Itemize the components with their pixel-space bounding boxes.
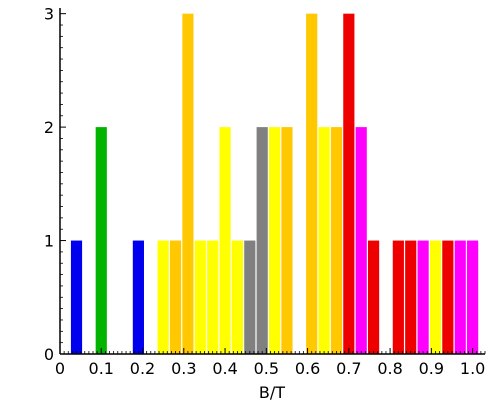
bar-8 [219,127,231,354]
x-tick-label: 0 [55,359,65,378]
bar-11 [256,127,268,354]
y-tick-label: 1 [44,232,54,251]
x-tick-label: 0.1 [89,359,114,378]
bar-0 [70,240,83,354]
x-tick-label: 0.7 [336,359,361,378]
bar-4 [169,240,182,354]
bar-6 [194,240,206,354]
bar-14 [306,13,318,354]
y-tick-label: 2 [44,118,54,137]
bar-26 [467,240,479,354]
bar-10 [244,240,256,354]
bar-13 [281,127,293,354]
bar-17 [343,13,355,354]
x-tick-label: 0.5 [254,359,279,378]
y-tick-label: 0 [44,345,54,364]
bar-24 [442,240,454,354]
tick-labels-group: 0 0.1 0.2 0.3 0.4 0.5 0.6 0.7 0.8 0.9 1.0 0 1 2 3 [44,5,486,378]
bar-5 [182,13,194,354]
x-axis-title: B/T [259,383,285,400]
y-tick-label: 3 [44,5,54,24]
x-tick-label: 0.8 [377,359,402,378]
bar-2 [132,240,144,354]
bar-20 [392,240,404,354]
bar-16 [330,127,343,354]
bar-1 [95,127,107,354]
bar-19 [368,240,380,354]
ticks-group [59,13,486,355]
x-tick-label: 0.6 [295,359,320,378]
x-tick-label: 0.9 [419,359,444,378]
bar-23 [429,240,442,354]
bar-21 [405,240,417,354]
bar-22 [417,240,429,354]
x-tick-label: 0.3 [171,359,196,378]
bar-9 [231,240,244,354]
bar-18 [355,127,367,354]
bar-12 [268,127,281,354]
bars-group [70,13,479,354]
bar-7 [207,240,219,354]
x-tick-label: 1.0 [460,359,485,378]
bar-25 [454,240,466,354]
bar-15 [318,127,330,354]
bar-3 [157,240,169,354]
axes-group [59,8,485,355]
x-tick-label: 0.2 [130,359,155,378]
x-tick-label: 0.4 [212,359,237,378]
